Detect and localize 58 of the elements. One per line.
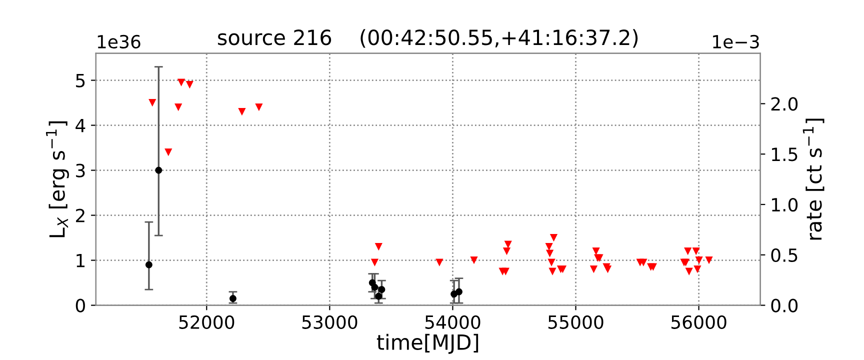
point — [590, 265, 598, 274]
point — [148, 98, 156, 107]
point — [375, 292, 382, 300]
y2-tick-label: 1.5 — [772, 148, 798, 162]
x-tick-label: 52000 — [179, 315, 234, 329]
y-tick-label: 4 — [76, 118, 86, 132]
y2-axis-title: rate [ct s$^{−1}$] — [802, 118, 824, 240]
point — [545, 242, 553, 251]
point — [502, 247, 511, 256]
point — [164, 148, 172, 156]
point — [374, 242, 382, 251]
y2-tick-label: 2.0 — [771, 97, 798, 111]
point — [255, 103, 263, 112]
point — [470, 256, 478, 264]
point — [604, 265, 612, 274]
x-tick-label: 56000 — [671, 315, 726, 329]
point — [186, 80, 194, 89]
point — [502, 268, 510, 276]
y-tick-label: 1 — [76, 254, 85, 268]
y2-tick-label: 0.0 — [771, 298, 798, 312]
point — [694, 265, 702, 274]
point — [684, 247, 692, 256]
point — [548, 258, 556, 266]
chart-title: source 216 (00:42:50.55,+41:16:37.2) — [218, 29, 638, 48]
y2-tick-label: 1.0 — [772, 198, 798, 212]
point — [177, 78, 186, 86]
y-tick-label: 2 — [76, 208, 84, 222]
y-tick-label: 0 — [76, 298, 85, 312]
point — [546, 250, 554, 258]
point — [436, 258, 444, 266]
point — [692, 247, 700, 256]
text: 1e−3 — [713, 34, 759, 49]
y2-tick-label: 0.5 — [771, 248, 798, 262]
y-tick-label: 3 — [76, 164, 85, 178]
y-axis-title: L$_{X}$ [erg s$^{−1}$] — [46, 121, 69, 238]
point — [695, 256, 703, 264]
point — [378, 286, 386, 294]
text: 1e36 — [98, 34, 140, 49]
y-tick-label: 5 — [76, 74, 85, 88]
x-tick-label: 54000 — [425, 315, 480, 329]
point — [548, 268, 556, 276]
point — [230, 295, 236, 302]
point — [155, 166, 162, 174]
point — [174, 103, 182, 112]
point — [705, 256, 713, 264]
x-tick-label: 53000 — [302, 315, 358, 329]
point — [145, 261, 152, 268]
point — [238, 108, 246, 116]
point — [371, 284, 378, 291]
point — [592, 247, 600, 256]
point — [370, 258, 379, 266]
x-tick-label: 55000 — [548, 315, 604, 329]
point — [456, 288, 462, 296]
point — [504, 240, 512, 248]
point — [640, 258, 648, 266]
point — [550, 234, 558, 242]
point — [685, 268, 693, 276]
x-axis-title: time[MJD] — [376, 334, 478, 354]
